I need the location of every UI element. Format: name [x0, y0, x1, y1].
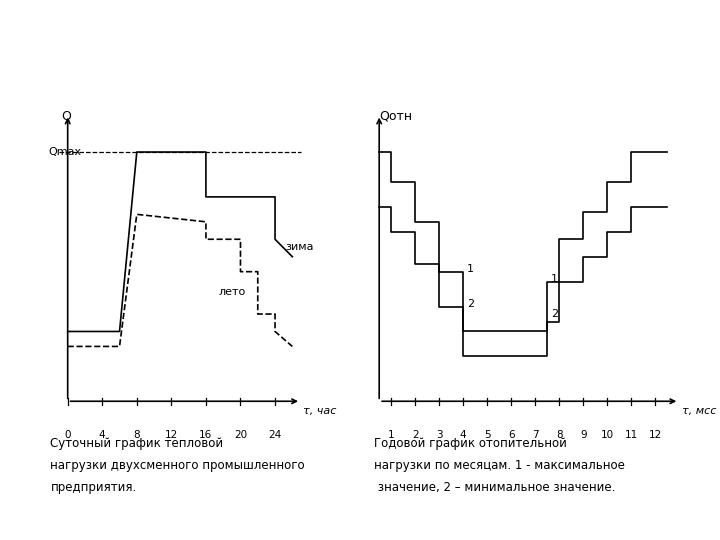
Text: Qmax: Qmax [49, 147, 82, 157]
Text: нагрузки по месяцам. 1 - максимальное: нагрузки по месяцам. 1 - максимальное [374, 459, 625, 472]
Text: τ, мсс: τ, мсс [682, 406, 716, 416]
Text: Qотн: Qотн [379, 109, 413, 122]
Text: лето: лето [219, 287, 246, 296]
Text: значение, 2 – минимальное значение.: значение, 2 – минимальное значение. [374, 481, 616, 494]
Text: 2: 2 [551, 308, 558, 319]
Text: 2: 2 [467, 299, 474, 308]
Text: Годовой график отопительной: Годовой график отопительной [374, 437, 567, 450]
Text: зима: зима [285, 242, 314, 252]
Text: нагрузки двухсменного промышленного: нагрузки двухсменного промышленного [50, 459, 305, 472]
Text: 1: 1 [551, 274, 558, 284]
Text: Суточный график тепловой: Суточный график тепловой [50, 437, 223, 450]
Text: предприятия.: предприятия. [50, 481, 137, 494]
Text: 1: 1 [467, 264, 474, 274]
Text: Q: Q [60, 109, 71, 122]
Text: τ, час: τ, час [302, 406, 336, 416]
